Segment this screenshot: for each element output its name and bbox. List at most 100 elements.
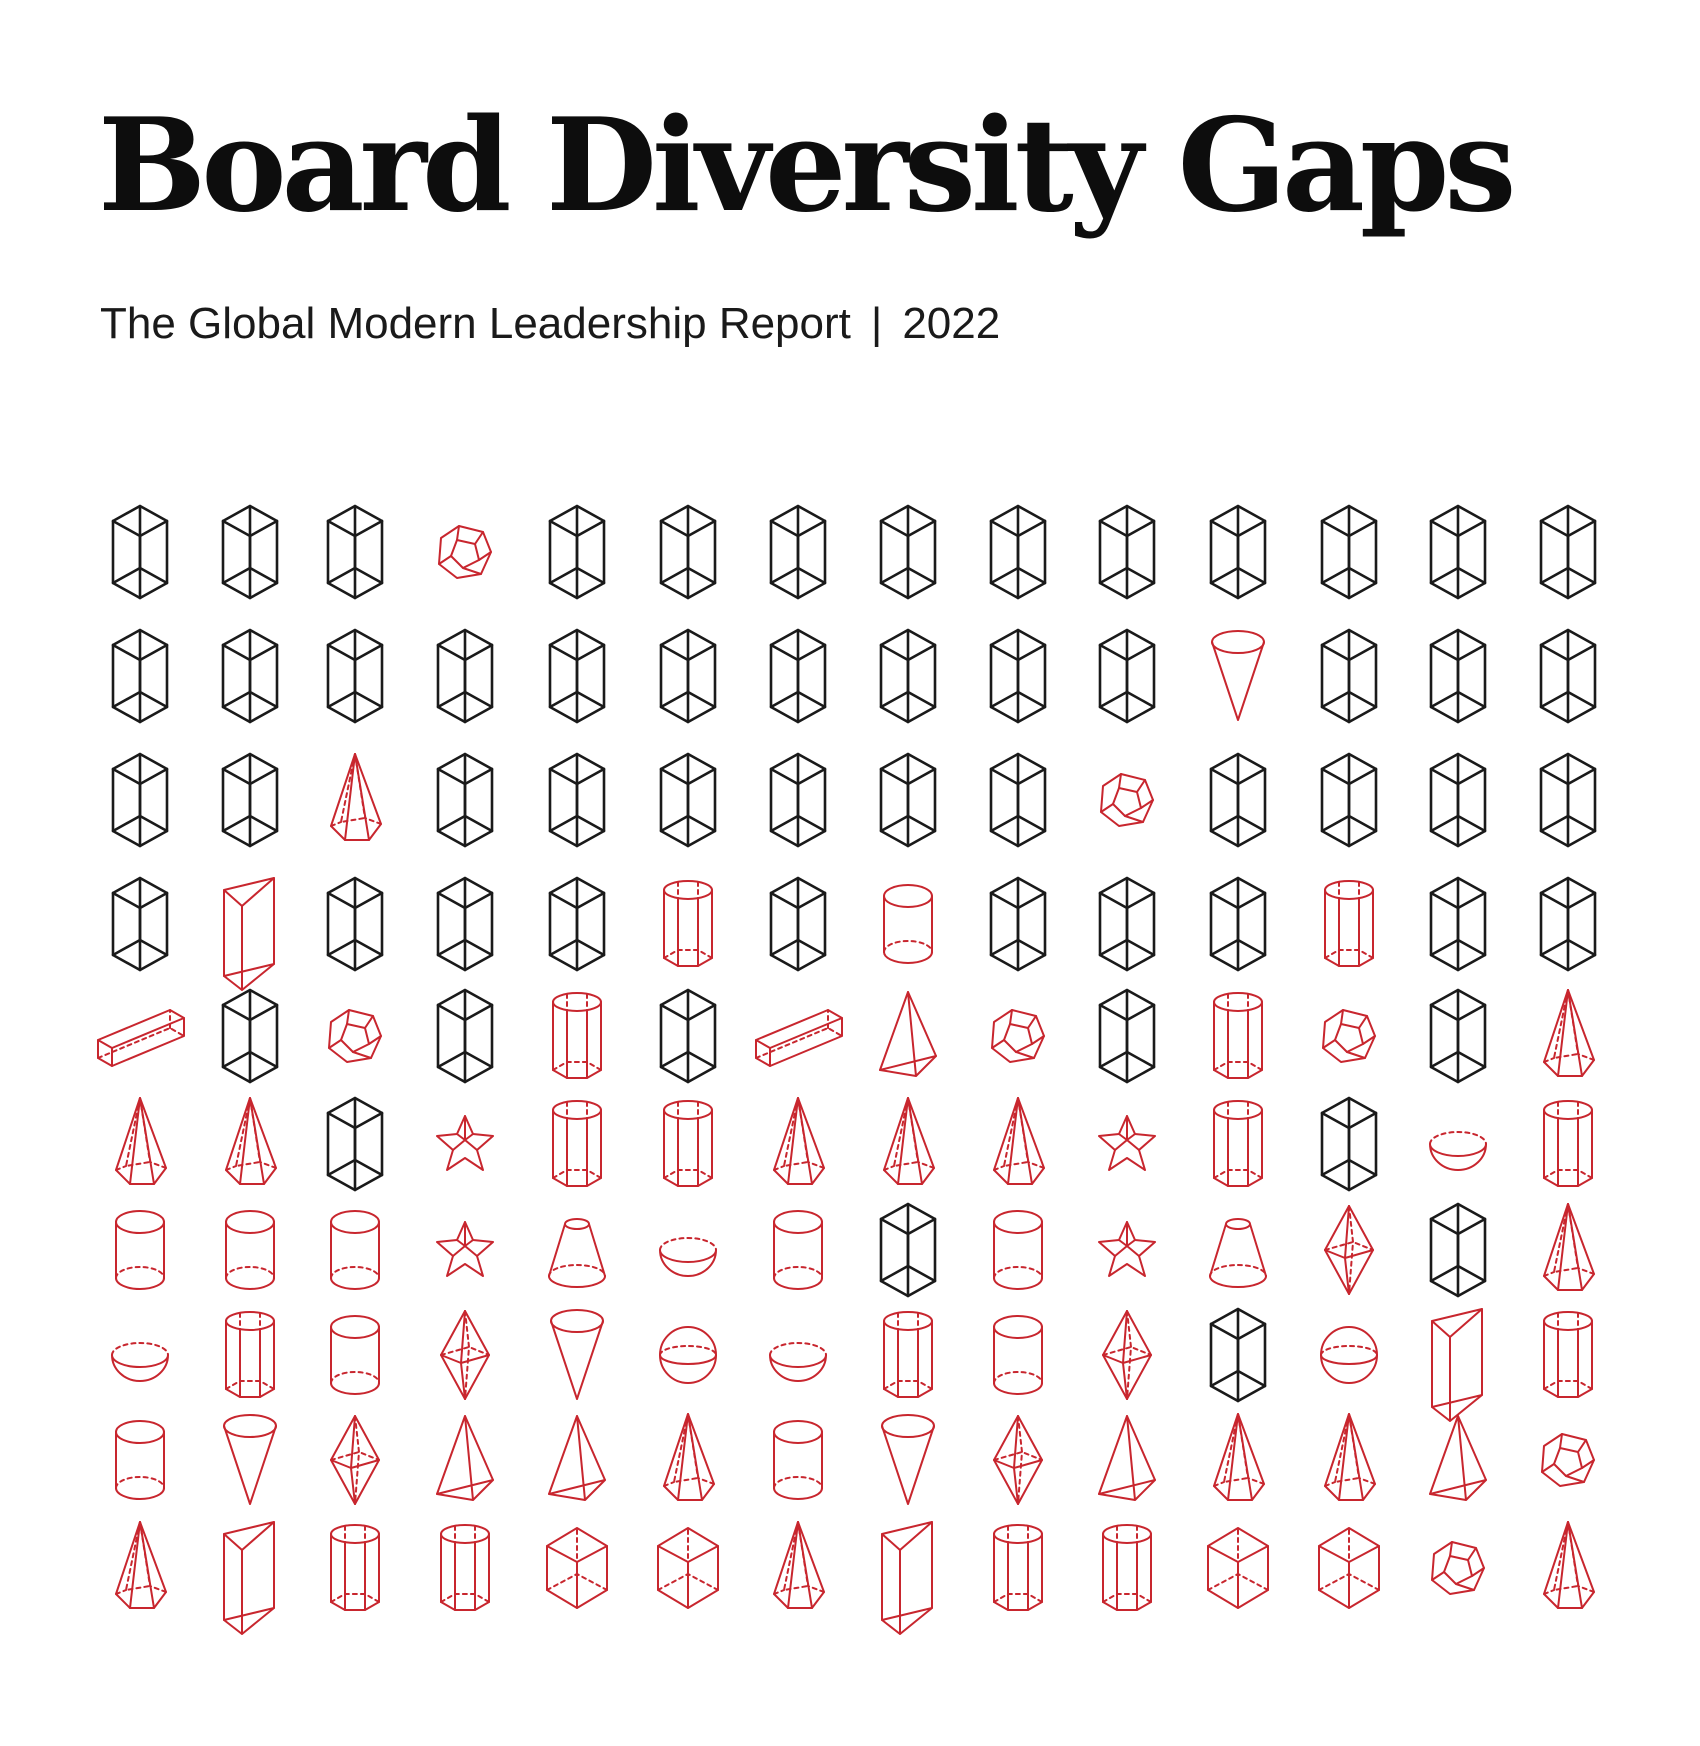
hexagonal-prism-icon (1543, 1100, 1593, 1187)
pyramid-icon (115, 1521, 167, 1609)
prism-icon (548, 752, 606, 848)
prism-icon (1320, 752, 1378, 848)
pyramid-icon (993, 1097, 1045, 1185)
prism-icon (221, 752, 279, 848)
cylinder-icon (993, 1210, 1043, 1290)
triangular-prism-icon (223, 1521, 275, 1635)
prism-icon (548, 628, 606, 724)
sphere-icon (659, 1326, 717, 1384)
pyramid-icon (1324, 1413, 1376, 1501)
prism-icon (436, 628, 494, 724)
cylinder-icon (225, 1210, 275, 1290)
prism-icon (326, 876, 384, 972)
prism-icon (769, 752, 827, 848)
star-icon (436, 1115, 494, 1171)
prism-icon (1320, 628, 1378, 724)
dodecahedron-icon (328, 1009, 382, 1063)
report-year: 2022 (902, 299, 1001, 348)
prism-icon (879, 628, 937, 724)
prism-icon (111, 504, 169, 600)
prism-icon (221, 988, 279, 1084)
prism-icon (111, 876, 169, 972)
hemisphere-icon (769, 1342, 827, 1382)
hemisphere-icon (659, 1237, 717, 1277)
prism-icon (1098, 876, 1156, 972)
pyramid-icon (225, 1097, 277, 1185)
prism-icon (1539, 628, 1597, 724)
prism-icon (436, 752, 494, 848)
prism-icon (1429, 504, 1487, 600)
prism-icon (659, 504, 717, 600)
hexagonal-prism-icon (1324, 880, 1374, 967)
prism-icon (659, 988, 717, 1084)
cylinder-icon (115, 1420, 165, 1500)
bipyramid-icon (1324, 1205, 1374, 1295)
pyramid-icon (663, 1413, 715, 1501)
cylinder-icon (773, 1420, 823, 1500)
subtitle-separator: | (870, 299, 883, 348)
bipyramid-icon (440, 1310, 490, 1400)
hexagonal-prism-icon (225, 1311, 275, 1398)
prism-icon (989, 752, 1047, 848)
pyramid-icon (773, 1521, 825, 1609)
tetrahedron-icon (436, 1415, 494, 1501)
tetrahedron-icon (879, 991, 937, 1077)
hexagonal-prism-icon (330, 1524, 380, 1611)
dodecahedron-icon (438, 525, 492, 579)
bipyramid-icon (330, 1415, 380, 1505)
prism-icon (879, 752, 937, 848)
hexagonal-prism-icon (552, 992, 602, 1079)
cone-icon (223, 1414, 277, 1505)
cone-icon (550, 1309, 604, 1400)
prism-icon (1098, 628, 1156, 724)
prism-icon (1098, 988, 1156, 1084)
prism-icon (989, 628, 1047, 724)
cuboid-icon (755, 1009, 843, 1067)
cylinder-icon (330, 1315, 380, 1395)
prism-icon (1209, 504, 1267, 600)
triangular-prism-icon (1431, 1308, 1483, 1422)
prism-icon (659, 752, 717, 848)
hexagonal-prism-icon (552, 1100, 602, 1187)
frustum-icon (548, 1218, 606, 1288)
prism-icon (1320, 1096, 1378, 1192)
prism-icon (111, 628, 169, 724)
cube-icon (657, 1527, 719, 1609)
prism-icon (1539, 752, 1597, 848)
cone-icon (1211, 630, 1265, 721)
prism-icon (1429, 628, 1487, 724)
prism-icon (436, 988, 494, 1084)
hexagonal-prism-icon (1102, 1524, 1152, 1611)
cone-icon (881, 1414, 935, 1505)
cylinder-icon (993, 1315, 1043, 1395)
hexagonal-prism-icon (663, 1100, 713, 1187)
prism-icon (326, 628, 384, 724)
pyramid-icon (883, 1097, 935, 1185)
tetrahedron-icon (1429, 1415, 1487, 1501)
prism-icon (221, 628, 279, 724)
cube-icon (546, 1527, 608, 1609)
prism-icon (1539, 876, 1597, 972)
dodecahedron-icon (1431, 1541, 1485, 1595)
cuboid-icon (97, 1009, 185, 1067)
prism-icon (1429, 1202, 1487, 1298)
cylinder-icon (115, 1210, 165, 1290)
cylinder-icon (330, 1210, 380, 1290)
pyramid-icon (773, 1097, 825, 1185)
bipyramid-icon (1102, 1310, 1152, 1400)
cube-icon (1318, 1527, 1380, 1609)
prism-icon (326, 504, 384, 600)
prism-icon (659, 628, 717, 724)
cylinder-icon (773, 1210, 823, 1290)
hexagonal-prism-icon (1213, 1100, 1263, 1187)
prism-icon (548, 876, 606, 972)
hexagonal-prism-icon (1543, 1311, 1593, 1398)
prism-icon (326, 1096, 384, 1192)
hexagonal-prism-icon (1213, 992, 1263, 1079)
star-icon (1098, 1115, 1156, 1171)
report-title: Board Diversity Gaps (98, 91, 1516, 241)
prism-icon (1209, 1307, 1267, 1403)
pyramid-icon (1543, 989, 1595, 1077)
pyramid-icon (1543, 1521, 1595, 1609)
prism-icon (989, 876, 1047, 972)
